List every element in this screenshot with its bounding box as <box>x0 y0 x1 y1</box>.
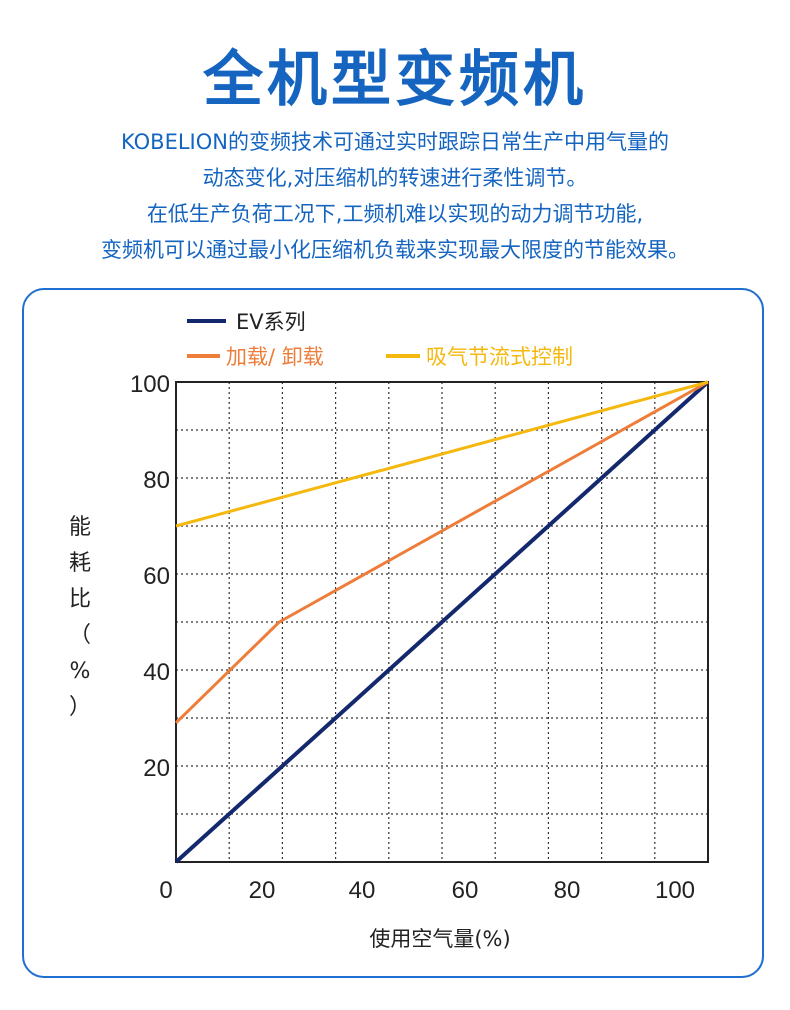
x-axis-label: 使用空气量(%) <box>369 927 510 951</box>
y-tick-label: 60 <box>143 563 170 590</box>
y-axis-label: 能耗比（%） <box>69 515 91 720</box>
x-tick-label: 100 <box>655 877 695 904</box>
intro-line: 变频机可以通过最小化压缩机负载来实现最大限度的节能效果。 <box>101 238 689 262</box>
y-tick-label: 100 <box>130 371 170 398</box>
intro-line: 在低生产负荷工况下,工频机难以实现的动力调节功能, <box>146 202 644 226</box>
y-tick-label: 40 <box>143 659 170 686</box>
y-tick-label: 80 <box>143 467 170 494</box>
legend-label-1: EV系列 <box>236 310 306 334</box>
x-tick-label: 80 <box>554 877 581 904</box>
y-tick-label: 20 <box>143 755 170 782</box>
x-tick-label: 20 <box>249 877 276 904</box>
series-line-1 <box>174 380 710 864</box>
intro-text: KOBELION的变频技术可通过实时跟踪日常生产中用气量的 动态变化,对压缩机的… <box>0 124 790 268</box>
series-line-2 <box>174 380 709 724</box>
x-tick-label: 60 <box>452 877 479 904</box>
intro-line: 动态变化,对压缩机的转速进行柔性调节。 <box>202 166 588 190</box>
legend-label-2: 加载/ 卸载 <box>226 345 324 369</box>
plot-frame <box>175 381 709 863</box>
x-tick-label: 0 <box>159 877 172 904</box>
page-title: 全机型变频机 <box>203 45 587 115</box>
x-tick-label: 40 <box>349 877 376 904</box>
intro-line: KOBELION的变频技术可通过实时跟踪日常生产中用气量的 <box>121 130 669 154</box>
legend-label-3: 吸气节流式控制 <box>426 345 573 369</box>
series-line-3 <box>175 380 709 528</box>
